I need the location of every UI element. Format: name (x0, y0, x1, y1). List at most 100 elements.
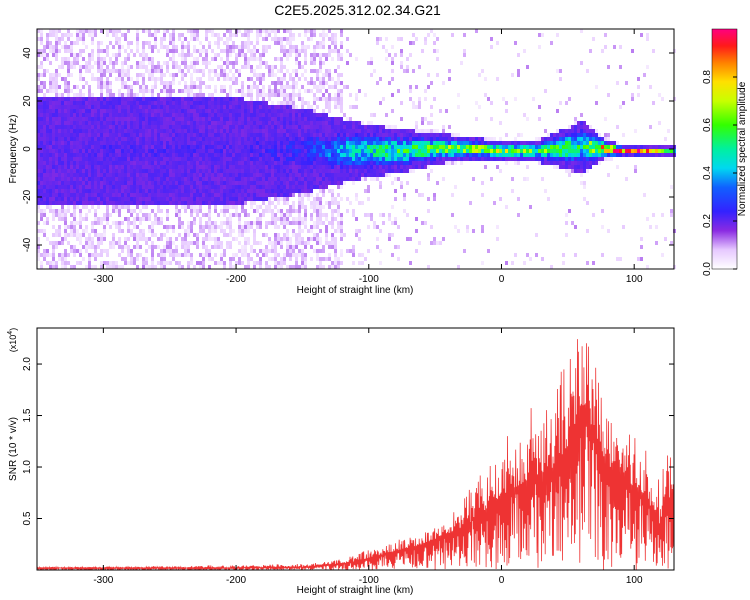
spectrogram-cell (73, 249, 76, 253)
spectrogram-cell (205, 49, 208, 53)
spectrogram-cell (250, 197, 253, 201)
spectrogram-cell (115, 181, 118, 185)
spectrogram-cell (358, 229, 361, 233)
spectrogram-cell (157, 141, 160, 145)
spectrogram-cell (214, 121, 217, 125)
spectrogram-cell (94, 217, 97, 221)
spectrogram-cell (388, 169, 391, 173)
spectrogram-cell (163, 133, 166, 137)
spectrogram-cell (100, 73, 103, 77)
spectrogram-cell (64, 117, 67, 121)
spectrogram-cell (256, 133, 259, 137)
spectrogram-cell (184, 105, 187, 109)
spectrogram-cell (313, 61, 316, 65)
spectrogram-cell (235, 201, 238, 205)
spectrogram-cell (208, 45, 211, 49)
spectrogram-cell (289, 125, 292, 129)
spectrogram-cell (388, 237, 391, 241)
spectrogram-cell (229, 133, 232, 137)
spectrogram-cell (136, 33, 139, 37)
spectrogram-cell (256, 217, 259, 221)
spectrogram-cell (214, 229, 217, 233)
spectrogram-cell (118, 237, 121, 241)
spectrogram-cell (40, 61, 43, 65)
spectrogram-cell (145, 217, 148, 221)
spectrogram-cell (79, 93, 82, 97)
spectrogram-cell (205, 249, 208, 253)
spectrogram-cell (94, 125, 97, 129)
spectrogram-cell (229, 141, 232, 145)
spectrogram-cell (46, 137, 49, 141)
spectrogram-cell (244, 213, 247, 217)
spectrogram-cell (391, 233, 394, 237)
spectrogram-cell (154, 177, 157, 181)
spectrogram-cell (148, 229, 151, 233)
spectrogram-cell (382, 133, 385, 137)
spectrogram-cell (190, 37, 193, 41)
spectrogram-cell (295, 133, 298, 137)
spectrogram-cell (385, 129, 388, 133)
spectrogram-cell (208, 77, 211, 81)
spectrogram-cell (316, 165, 319, 169)
spectrogram-cell (262, 37, 265, 41)
spectrogram-cell (322, 85, 325, 89)
spectrogram-cell (238, 181, 241, 185)
spectrogram-cell (163, 113, 166, 117)
spectrogram-cell (319, 81, 322, 85)
spectrogram-cell (106, 249, 109, 253)
spectrogram-cell (223, 73, 226, 77)
spectrogram-cell (43, 53, 46, 57)
spectrogram-cell (40, 125, 43, 129)
spectrogram-cell (127, 149, 130, 153)
spectrogram-cell (187, 49, 190, 53)
spectrogram-cell (292, 137, 295, 141)
spectrogram-cell (202, 57, 205, 61)
spectrogram-cell (205, 61, 208, 65)
spectrogram-cell (115, 149, 118, 153)
spectrogram-cell (316, 249, 319, 253)
spectrogram-cell (64, 61, 67, 65)
spectrogram-cell (109, 41, 112, 45)
spectrogram-cell (151, 117, 154, 121)
spectrogram-cell (337, 65, 340, 69)
spectrogram-cell (391, 157, 394, 161)
spectrogram-cell (256, 33, 259, 37)
spectrogram-cell (145, 237, 148, 241)
spectrogram-cell (103, 149, 106, 153)
spectrogram-cell (76, 173, 79, 177)
spectrogram-cell (58, 229, 61, 233)
spectrogram-cell (46, 177, 49, 181)
spectrogram-cell (232, 109, 235, 113)
spectrogram-cell (187, 133, 190, 137)
spectrogram-cell (400, 185, 403, 189)
spectrogram-cell (148, 97, 151, 101)
spectrogram-cell (268, 201, 271, 205)
spectrogram-cell (229, 77, 232, 81)
spectrogram-cell (244, 113, 247, 117)
spectrogram-cell (121, 229, 124, 233)
spectrogram-cell (124, 81, 127, 85)
spectrogram-cell (109, 181, 112, 185)
spectrogram-cell (307, 149, 310, 153)
spectrogram-cell (70, 193, 73, 197)
spectrogram-cell (268, 173, 271, 177)
spectrogram-cell (319, 85, 322, 89)
spectrogram-cell (49, 153, 52, 157)
spectrogram-cell (304, 245, 307, 249)
spectrogram-cell (175, 153, 178, 157)
spectrogram-cell (172, 225, 175, 229)
spectrogram-cell (112, 189, 115, 193)
spectrogram-cell (118, 241, 121, 245)
spectrogram-cell (346, 129, 349, 133)
spectrogram-cell (73, 109, 76, 113)
spectrogram-cell (121, 73, 124, 77)
spectrogram-cell (256, 109, 259, 113)
spectrogram-cell (109, 117, 112, 121)
spectrogram-cell (286, 105, 289, 109)
spectrogram-cell (268, 65, 271, 69)
spectrogram-cell (91, 197, 94, 201)
spectrogram-cell (97, 137, 100, 141)
spectrogram-cell (202, 73, 205, 77)
spectrogram-cell (91, 33, 94, 37)
spectrogram-cell (253, 157, 256, 161)
